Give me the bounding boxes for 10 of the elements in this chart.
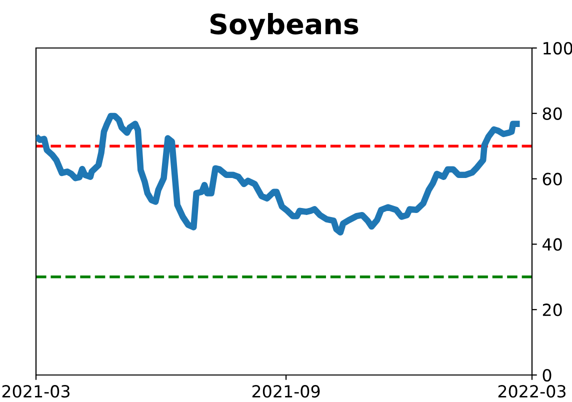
y-tick-label: 0 [542, 368, 552, 382]
y-tick-label: 20 [542, 304, 562, 316]
y-tick-label: 80 [542, 107, 562, 120]
chart-title: Soybeans [210, 13, 358, 40]
x-tick-label: 2021-09 [252, 385, 320, 398]
y-tick-label: 60 [542, 172, 562, 186]
x-tick-label: 2021-03 [2, 385, 70, 398]
y-tick-label: 100 [544, 42, 572, 55]
x-tick-label: 2022-03 [498, 385, 566, 398]
y-tick-label: 40 [542, 238, 562, 251]
